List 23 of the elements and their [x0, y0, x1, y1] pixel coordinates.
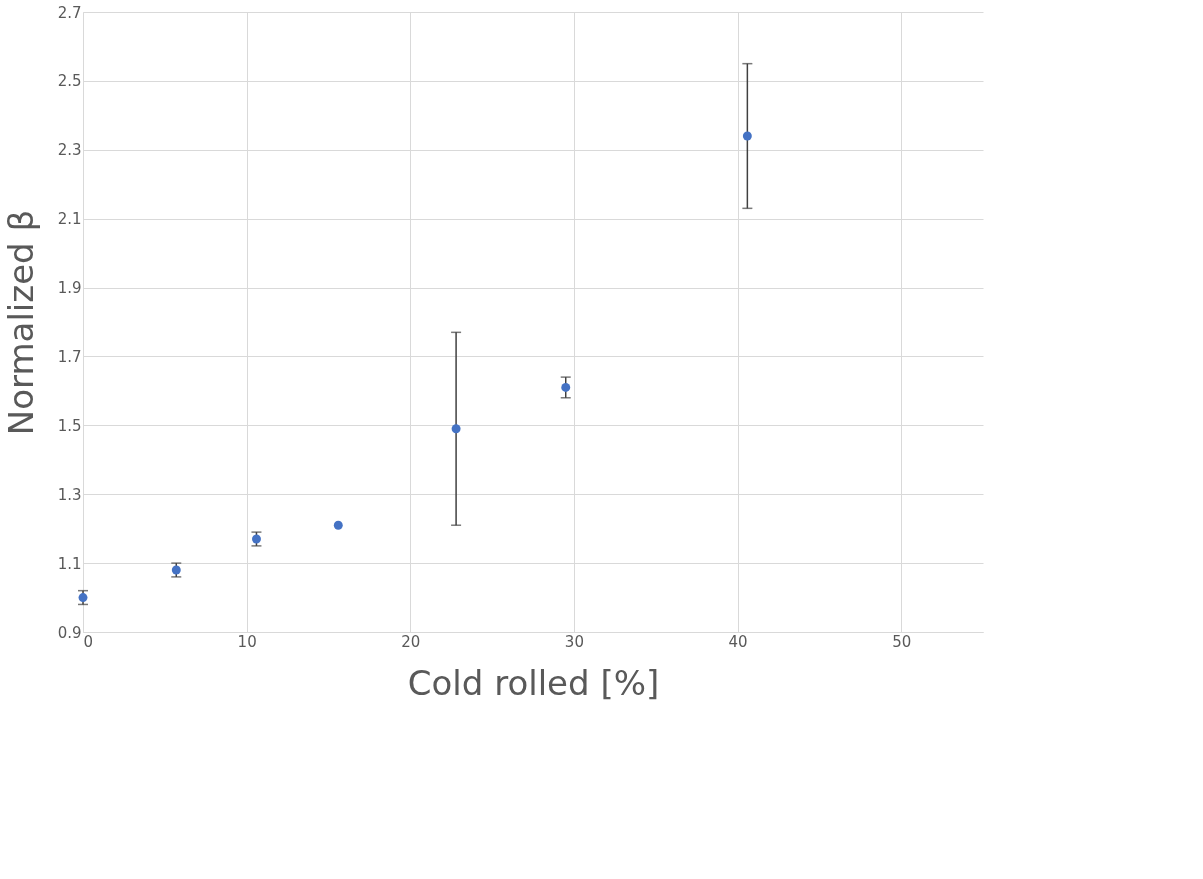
x-tick-label: 50: [892, 632, 912, 651]
x-tick-label: 0: [83, 632, 94, 651]
x-tick-label: 20: [401, 632, 421, 651]
x-tick-label: 30: [564, 632, 584, 651]
x-tick-label: 10: [237, 632, 257, 651]
y-tick-label: 0.9: [57, 623, 82, 642]
y-axis-title: Normalized β: [0, 209, 41, 436]
y-tick-label: 2.1: [57, 210, 82, 229]
point: [742, 131, 752, 141]
point: [78, 593, 88, 603]
point: [451, 424, 461, 434]
y-tick-label: 2.7: [57, 3, 82, 22]
y-tick-label: 1.3: [57, 485, 82, 504]
y-tick-label: 2.5: [57, 72, 82, 91]
y-tick-label: 1.7: [57, 347, 82, 366]
y-tick-label: 1.5: [57, 416, 82, 435]
x-axis-title: Cold rolled [%]: [407, 662, 660, 703]
point: [333, 520, 343, 530]
y-tick-label: 1.1: [57, 554, 82, 573]
y-tick-label: 2.3: [57, 141, 82, 160]
x-tick-label: 40: [728, 632, 748, 651]
y-tick-label: 1.9: [57, 279, 82, 298]
point: [561, 382, 571, 392]
